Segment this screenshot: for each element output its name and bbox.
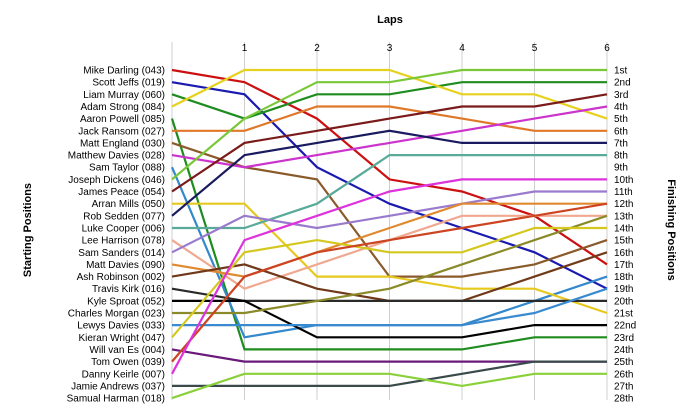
gridlines <box>171 42 608 400</box>
finishing-position-label: 17th <box>614 260 633 271</box>
finishing-position-label: 1st <box>614 66 628 77</box>
starting-position-label: Charles Morgan (023) <box>68 309 165 320</box>
right-axis-title: Finishing Positions <box>665 179 677 280</box>
finishing-position-label: 23rd <box>614 333 634 344</box>
starting-position-label: Kyle Sproat (052) <box>87 296 165 307</box>
series-line <box>171 202 608 363</box>
x-tick-label: 2 <box>314 43 320 54</box>
starting-position-label: Adam Strong (084) <box>81 102 166 113</box>
x-axis-title: Laps <box>377 14 403 26</box>
finishing-position-label: 18th <box>614 272 633 283</box>
finishing-position-label: 2nd <box>614 78 631 89</box>
series-line <box>172 214 608 315</box>
starting-position-label: Tom Owen (039) <box>91 357 165 368</box>
series-line <box>171 226 607 339</box>
finishing-position-label: 12th <box>614 199 633 210</box>
left-axis-title: Starting Positions <box>22 183 34 277</box>
finishing-position-label: 13th <box>614 211 633 222</box>
series-line <box>172 287 608 327</box>
finishing-position-label: 25th <box>614 357 633 368</box>
finishing-position-label: 21st <box>614 309 633 320</box>
finishing-position-label: 24th <box>614 345 633 356</box>
x-tick-labels: 1 2 3 4 5 6 <box>242 43 611 54</box>
starting-position-label: Lewys Davies (033) <box>77 321 165 332</box>
finishing-position-label: 6th <box>614 126 628 137</box>
finishing-position-label: 14th <box>614 223 633 234</box>
finishing-position-label: 22nd <box>614 321 636 332</box>
starting-position-label: Scott Jeffs (019) <box>92 78 165 89</box>
finishing-position-label: 5th <box>614 114 628 125</box>
starting-position-label: Sam Taylor (088) <box>89 163 165 174</box>
series-line <box>171 81 608 290</box>
finishing-position-label: 10th <box>614 175 633 186</box>
series-line <box>171 129 607 217</box>
finishing-position-label: 3rd <box>614 90 628 101</box>
series-line <box>171 178 607 375</box>
finishing-position-label: 8th <box>614 151 628 162</box>
starting-position-label: Matt England (030) <box>80 138 165 149</box>
series-lines <box>170 68 608 400</box>
finishing-position-label: 20th <box>614 296 633 307</box>
starting-position-label: Ash Robinson (002) <box>77 272 165 283</box>
starting-position-label: Will van Es (004) <box>89 345 165 356</box>
starting-position-label: Jack Ransom (027) <box>78 126 165 137</box>
starting-position-label: Joseph Dickens (046) <box>68 175 165 186</box>
x-tick-label: 1 <box>242 43 248 54</box>
starting-position-label: James Peace (054) <box>78 187 165 198</box>
finishing-position-label: 15th <box>614 236 633 247</box>
x-tick-label: 4 <box>459 43 465 54</box>
starting-position-label: Matt Davies (090) <box>86 260 165 271</box>
starting-position-label: Lee Harrison (078) <box>82 236 165 247</box>
starting-position-label: Mike Darling (043) <box>83 66 165 77</box>
finishing-position-labels: 1st2nd3rd4th5th6th7th8th9th10th11th12th1… <box>614 66 636 405</box>
series-line <box>171 190 607 254</box>
series-line <box>172 299 607 339</box>
starting-position-label: Travis Kirk (016) <box>92 284 165 295</box>
x-tick-label: 5 <box>532 43 538 54</box>
series-line <box>171 68 607 181</box>
series-line <box>172 105 607 132</box>
finishing-position-label: 28th <box>614 394 633 405</box>
starting-position-label: Rob Sedden (077) <box>83 211 165 222</box>
series-line <box>172 360 607 387</box>
finishing-position-label: 4th <box>614 102 628 113</box>
starting-position-label: Kieran Wright (047) <box>78 333 165 344</box>
finishing-position-label: 26th <box>614 369 633 380</box>
starting-position-label: Luke Cooper (006) <box>82 223 165 234</box>
starting-position-label: Sam Sanders (014) <box>78 248 165 259</box>
series-line <box>172 202 608 315</box>
starting-position-label: Jamie Andrews (037) <box>71 381 165 392</box>
starting-position-label: Arran Mills (050) <box>92 199 165 210</box>
finishing-position-label: 27th <box>614 381 633 392</box>
series-line <box>172 154 607 230</box>
series-line <box>171 372 607 400</box>
starting-position-label: Liam Murray (060) <box>83 90 165 101</box>
starting-position-labels: Mike Darling (043)Scott Jeffs (019)Liam … <box>67 66 165 405</box>
x-tick-label: 6 <box>604 43 610 54</box>
x-tick-label: 3 <box>387 43 393 54</box>
finishing-position-label: 16th <box>614 248 633 259</box>
finishing-position-label: 9th <box>614 163 628 174</box>
starting-position-label: Samual Harman (018) <box>67 394 165 405</box>
series-line <box>171 105 608 169</box>
starting-position-label: Aaron Powell (085) <box>80 114 165 125</box>
series-line <box>171 68 608 120</box>
starting-position-label: Danny Keirle (007) <box>82 369 165 380</box>
series-line <box>171 93 608 193</box>
finishing-position-label: 11th <box>614 187 633 198</box>
series-line <box>170 118 607 351</box>
finishing-position-label: 7th <box>614 138 628 149</box>
finishing-position-label: 19th <box>614 284 633 295</box>
starting-position-label: Matthew Davies (028) <box>68 151 165 162</box>
